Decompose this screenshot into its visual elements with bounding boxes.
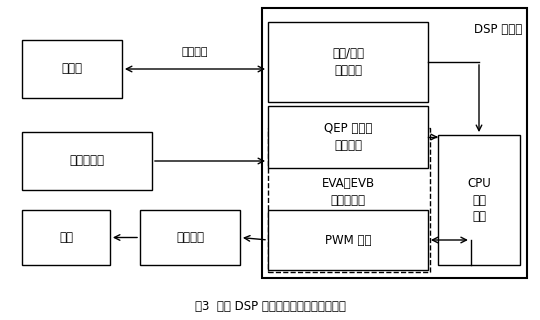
Bar bbox=[22, 210, 110, 265]
Text: CPU
校正
计算: CPU 校正 计算 bbox=[467, 177, 491, 223]
Text: 串行/并行
数据总线: 串行/并行 数据总线 bbox=[332, 47, 364, 77]
Bar bbox=[268, 106, 428, 168]
Bar bbox=[140, 210, 240, 265]
Bar bbox=[438, 135, 520, 265]
Bar bbox=[262, 8, 527, 278]
Bar bbox=[268, 22, 428, 102]
Text: EVA、EVB
事件管理器: EVA、EVB 事件管理器 bbox=[321, 177, 375, 207]
Bar bbox=[22, 40, 122, 98]
Text: 电机: 电机 bbox=[59, 231, 73, 244]
Text: 光电编码器: 光电编码器 bbox=[70, 155, 105, 167]
Bar bbox=[22, 132, 152, 190]
Text: 图3  基于 DSP 事件管理器的转台位置控制: 图3 基于 DSP 事件管理器的转台位置控制 bbox=[194, 300, 346, 314]
Bar bbox=[268, 128, 430, 272]
Text: 上位机: 上位机 bbox=[62, 62, 83, 76]
Text: 指令位置: 指令位置 bbox=[182, 47, 208, 57]
Text: DSP 处理器: DSP 处理器 bbox=[474, 23, 522, 36]
Text: 数字功放: 数字功放 bbox=[176, 231, 204, 244]
Bar bbox=[268, 210, 428, 270]
Text: PWM 模块: PWM 模块 bbox=[325, 234, 372, 246]
Text: QEP 电路和
捕获单元: QEP 电路和 捕获单元 bbox=[324, 122, 372, 152]
